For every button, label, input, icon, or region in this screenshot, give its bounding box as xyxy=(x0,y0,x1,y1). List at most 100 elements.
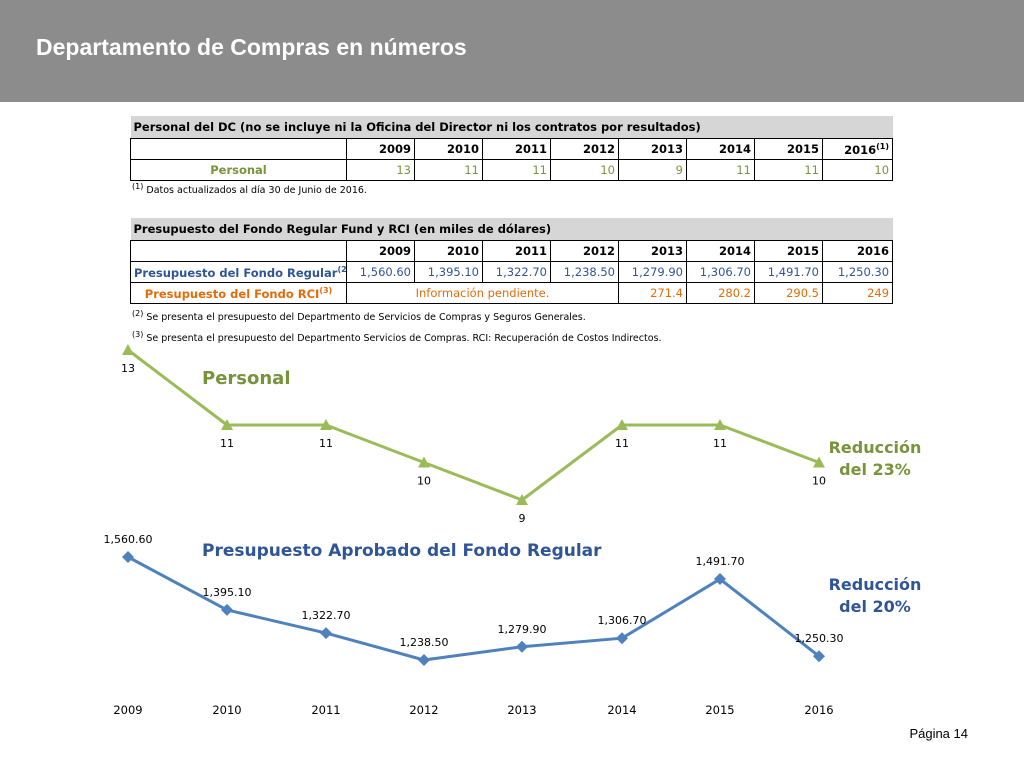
table2-cell: 249 xyxy=(821,282,894,304)
table2-year: 2013 xyxy=(618,240,687,262)
page-number: Página 14 xyxy=(909,726,968,741)
budget-table: Presupuesto del Fondo Regular Fund y RCI… xyxy=(130,218,894,304)
table2-row1-label: Presupuesto del Fondo Regular(2) xyxy=(130,261,347,283)
table2-footnote-2: (2) Se presenta el presupuesto del Depar… xyxy=(132,309,586,324)
table1-cell: 9 xyxy=(618,159,687,181)
series-line xyxy=(127,348,820,502)
data-point-marker xyxy=(122,344,134,355)
table2-caption: Presupuesto del Fondo Regular Fund y RCI… xyxy=(130,218,893,241)
data-point-marker xyxy=(813,456,825,468)
table2-cell: 1,322.70 xyxy=(482,261,551,283)
table1-cell: 11 xyxy=(482,159,551,181)
data-point-marker xyxy=(221,603,233,616)
x-tick-label: 2012 xyxy=(409,703,438,717)
data-label: 1,238.50 xyxy=(400,636,449,649)
data-point-marker xyxy=(418,654,430,666)
personal-table: Personal del DC (no se incluye ni la Ofi… xyxy=(130,116,894,181)
data-label: 11 xyxy=(713,437,727,450)
data-label: 1,322.70 xyxy=(302,609,351,622)
table2-footnote-3: (3) Se presenta el presupuesto del Depar… xyxy=(132,330,662,345)
x-tick-label: 2013 xyxy=(507,703,536,717)
data-point-marker xyxy=(813,650,825,663)
table2-row2-label: Presupuesto del Fondo RCI(3) xyxy=(130,282,347,304)
table2-cell: 1,560.60 xyxy=(346,261,415,283)
table1-cell: 11 xyxy=(686,159,755,181)
table2-cell: 1,395.10 xyxy=(414,261,483,283)
table2-cell: 1,279.90 xyxy=(618,261,687,283)
data-point-marker xyxy=(714,573,726,586)
data-point-marker xyxy=(320,419,332,430)
table1-personal-row: Personal 13 11 11 10 9 11 11 10 xyxy=(130,159,894,181)
table1-cell: 13 xyxy=(346,159,415,181)
x-tick-label: 2010 xyxy=(212,703,241,717)
table2-year: 2011 xyxy=(482,240,551,262)
data-point-marker xyxy=(714,419,726,430)
x-tick-label: 2014 xyxy=(607,703,636,717)
table2-year: 2009 xyxy=(346,240,415,262)
table1-cell: 11 xyxy=(414,159,483,181)
x-tick-label: 2009 xyxy=(113,703,142,717)
personal-chart-title: Personal xyxy=(202,368,291,389)
table1-caption: Personal del DC (no se incluye ni la Ofi… xyxy=(130,116,893,139)
table2-rci-row: Presupuesto del Fondo RCI(3) Información… xyxy=(130,282,894,304)
table1-year-last: 2016(1) xyxy=(821,138,894,160)
data-label: 9 xyxy=(519,512,526,525)
table2-year: 2016 xyxy=(821,240,894,262)
series-line xyxy=(127,555,820,662)
data-point-marker xyxy=(418,456,430,468)
data-point-marker xyxy=(320,627,332,640)
data-point-marker xyxy=(616,419,628,430)
data-label: 13 xyxy=(121,362,135,375)
data-label: 11 xyxy=(220,437,234,450)
table1-footnote: (1) Datos actualizados al día 30 de Juni… xyxy=(132,182,367,197)
budget-reduction-note: Reducción del 20% xyxy=(828,575,922,616)
page-title: Departamento de Compras en números xyxy=(36,34,467,60)
data-point-marker xyxy=(221,419,233,430)
table2-year: 2014 xyxy=(686,240,755,262)
x-tick-label: 2015 xyxy=(705,703,734,717)
table2-cell: 271.4 xyxy=(618,282,687,304)
table2-pending-cell: Información pendiente. xyxy=(346,282,619,304)
table2-year: 2015 xyxy=(754,240,823,262)
data-point-marker xyxy=(122,551,134,563)
data-label: 1,560.60 xyxy=(104,533,153,546)
data-point-marker xyxy=(516,640,528,653)
table2-header-row: 2009 2010 2011 2012 2013 2014 2015 2016 xyxy=(130,240,894,262)
data-point-marker xyxy=(616,632,628,645)
table1-year: 2010 xyxy=(414,138,483,160)
table1-year: 2012 xyxy=(550,138,619,160)
personal-line-chart: 13 11 11 10 9 11 11 10 xyxy=(121,344,826,525)
table1-cell: 10 xyxy=(821,159,894,181)
personal-reduction-note: Reducción del 23% xyxy=(828,438,922,479)
table2-cell: 1,491.70 xyxy=(754,261,823,283)
table1-header-row: 2009 2010 2011 2012 2013 2014 2015 2016(… xyxy=(130,138,894,160)
table2-cell: 1,306.70 xyxy=(686,261,755,283)
table1-year: 2015 xyxy=(754,138,823,160)
table1-year: 2013 xyxy=(618,138,687,160)
data-label: 1,306.70 xyxy=(598,614,647,627)
data-point-marker xyxy=(516,494,528,505)
table2-year: 2010 xyxy=(414,240,483,262)
x-tick-label: 2011 xyxy=(311,703,340,717)
table2-regular-row: Presupuesto del Fondo Regular(2) 1,560.6… xyxy=(130,261,894,283)
data-label: 11 xyxy=(319,437,333,450)
budget-line-chart: 1,560.60 1,395.10 1,322.70 1,238.50 1,279.90… xyxy=(104,533,844,717)
data-label: 1,250.30 xyxy=(795,632,844,645)
data-label: 11 xyxy=(615,437,629,450)
table2-cell: 1,250.30 xyxy=(821,261,894,283)
header-bar: Departamento de Compras en números xyxy=(0,0,1024,102)
table1-cell: 10 xyxy=(550,159,619,181)
table2-cell: 280.2 xyxy=(686,282,755,304)
data-label: 1,279.90 xyxy=(498,623,547,636)
data-label: 1,395.10 xyxy=(203,586,252,599)
table2-cell: 1,238.50 xyxy=(550,261,619,283)
data-label: 10 xyxy=(812,475,826,488)
x-tick-label: 2016 xyxy=(804,703,833,717)
table1-cell: 11 xyxy=(754,159,823,181)
table1-year: 2009 xyxy=(346,138,415,160)
table2-cell: 290.5 xyxy=(754,282,823,304)
data-label: 1,491.70 xyxy=(696,555,745,568)
table1-row-label: Personal xyxy=(130,159,347,181)
budget-chart-title: Presupuesto Aprobado del Fondo Regular xyxy=(202,541,602,561)
table1-year: 2014 xyxy=(686,138,755,160)
